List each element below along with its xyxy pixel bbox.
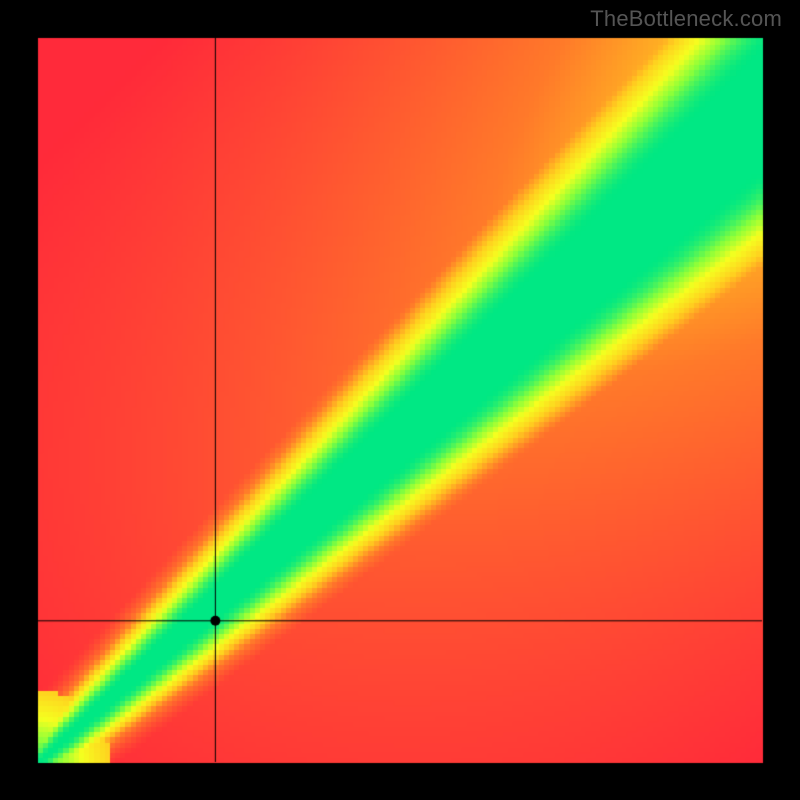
bottleneck-heatmap-canvas <box>0 0 800 800</box>
watermark-label: TheBottleneck.com <box>590 6 782 32</box>
